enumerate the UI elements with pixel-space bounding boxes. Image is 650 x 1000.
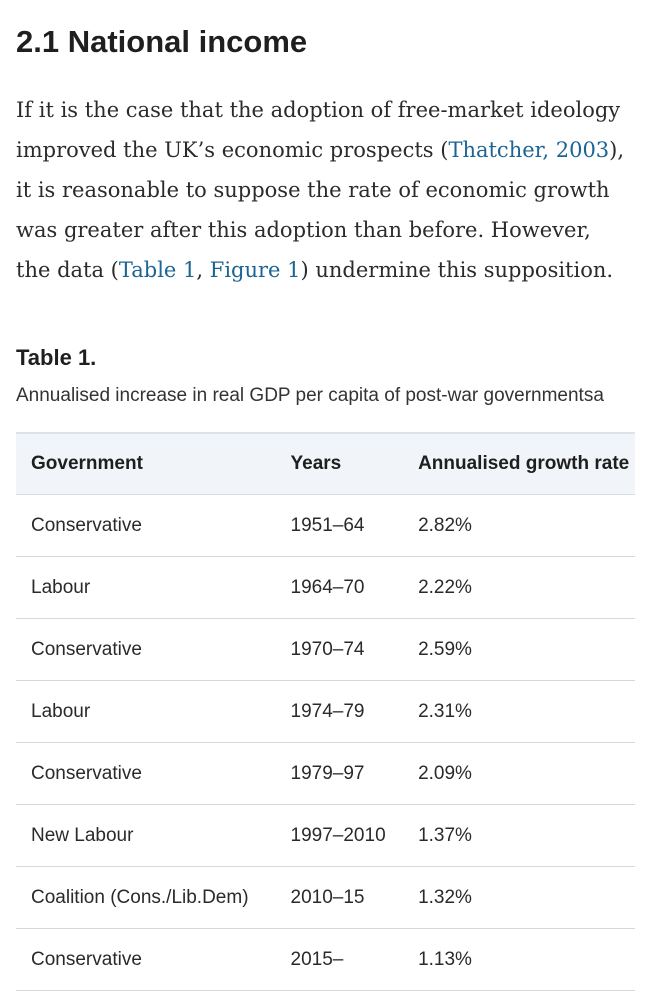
- column-header-growth-rate: Annualised growth rate: [418, 453, 630, 474]
- figure-1-link[interactable]: Figure 1: [209, 258, 301, 282]
- cell-growth-rate: 2.22%: [418, 576, 472, 598]
- table-caption: Annualised increase in real GDP per capi…: [16, 385, 604, 406]
- cell-growth-rate: 2.59%: [418, 638, 472, 660]
- table-1-link[interactable]: Table 1: [118, 258, 197, 282]
- column-header-government: Government: [31, 453, 143, 474]
- paragraph-separator: ,: [196, 258, 210, 282]
- column-header-years: Years: [290, 453, 342, 474]
- cell-years: 1974–79: [290, 700, 365, 722]
- cell-growth-rate: 1.32%: [418, 886, 472, 908]
- cell-growth-rate: 1.13%: [418, 948, 472, 970]
- body-paragraph: If it is the case that the adoption of f…: [16, 90, 626, 290]
- table-row: Labour 1964–70 2.22%: [16, 557, 635, 619]
- cell-years: 1964–70: [290, 576, 365, 598]
- cell-government: New Labour: [31, 824, 134, 846]
- paragraph-text: ) undermine this supposition.: [300, 258, 614, 282]
- cell-growth-rate: 2.31%: [418, 700, 472, 722]
- cell-years: 1951–64: [290, 514, 365, 536]
- table-row: Conservative 1979–97 2.09%: [16, 743, 635, 805]
- table-header-row: Government Years Annualised growth rate: [16, 433, 635, 495]
- table-row: New Labour 1997–2010 1.37%: [16, 805, 635, 867]
- cell-years: 2015–: [290, 948, 344, 970]
- cell-growth-rate: 1.37%: [418, 824, 472, 846]
- table-label: Table 1.: [16, 345, 97, 370]
- citation-link-thatcher[interactable]: Thatcher, 2003: [448, 138, 610, 162]
- cell-years: 1979–97: [290, 762, 365, 784]
- cell-government: Conservative: [31, 762, 142, 784]
- cell-years: 1970–74: [290, 638, 365, 660]
- table-row: Coalition (Cons./Lib.Dem) 2010–15 1.32%: [16, 867, 635, 929]
- cell-government: Labour: [31, 576, 91, 598]
- cell-growth-rate: 2.82%: [418, 514, 472, 536]
- cell-government: Conservative: [31, 638, 142, 660]
- table-scroll-container[interactable]: Government Years Annualised growth rate …: [16, 432, 635, 991]
- table-body: Conservative 1951–64 2.82% Labour 1964–7…: [16, 495, 635, 991]
- table-row: Labour 1974–79 2.31%: [16, 681, 635, 743]
- gdp-growth-table: Government Years Annualised growth rate …: [16, 432, 635, 991]
- cell-years: 2010–15: [290, 886, 365, 908]
- section-title: 2.1 National income: [16, 24, 308, 59]
- cell-growth-rate: 2.09%: [418, 762, 472, 784]
- cell-government: Conservative: [31, 514, 142, 536]
- table-row: Conservative 1970–74 2.59%: [16, 619, 635, 681]
- cell-government: Coalition (Cons./Lib.Dem): [31, 886, 249, 908]
- cell-government: Labour: [31, 700, 91, 722]
- paragraph-text: ), it is reasonable to suppose the rate …: [16, 138, 625, 282]
- cell-years: 1997–2010: [290, 824, 386, 846]
- cell-government: Conservative: [31, 948, 142, 970]
- table-row: Conservative 2015– 1.13%: [16, 929, 635, 991]
- table-row: Conservative 1951–64 2.82%: [16, 495, 635, 557]
- table-header: Government Years Annualised growth rate: [16, 433, 635, 495]
- paragraph-text: If it is the case that the adoption of f…: [16, 98, 621, 162]
